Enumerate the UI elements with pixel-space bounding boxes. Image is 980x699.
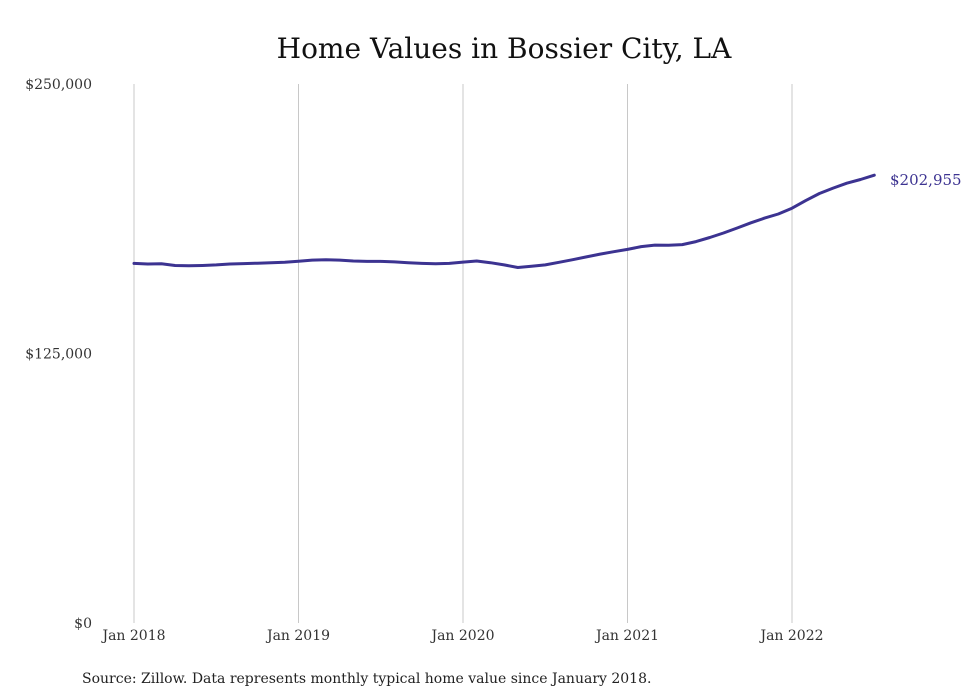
x-axis-ticks: Jan 2018 Jan 2019 Jan 2020 Jan 2021 Jan 2022 bbox=[100, 628, 823, 644]
y-tick-label: $0 bbox=[74, 616, 92, 632]
series-line-home-value bbox=[132, 173, 876, 269]
x-tick-label: Jan 2021 bbox=[594, 628, 659, 644]
y-tick-label: $250,000 bbox=[25, 77, 92, 93]
last-value-label: $202,955 bbox=[890, 171, 962, 189]
x-tick-label: Jan 2022 bbox=[758, 628, 823, 644]
y-tick-label: $125,000 bbox=[25, 347, 92, 363]
x-tick-label: Jan 2019 bbox=[265, 628, 330, 644]
x-tick-label: Jan 2018 bbox=[100, 628, 165, 644]
chart-title: Home Values in Bossier City, LA bbox=[277, 32, 732, 65]
source-note: Source: Zillow. Data represents monthly … bbox=[82, 671, 651, 687]
grid-lines bbox=[133, 84, 793, 623]
y-axis-ticks: $0 $125,000 $250,000 bbox=[25, 77, 92, 632]
x-tick-label: Jan 2020 bbox=[429, 628, 494, 644]
